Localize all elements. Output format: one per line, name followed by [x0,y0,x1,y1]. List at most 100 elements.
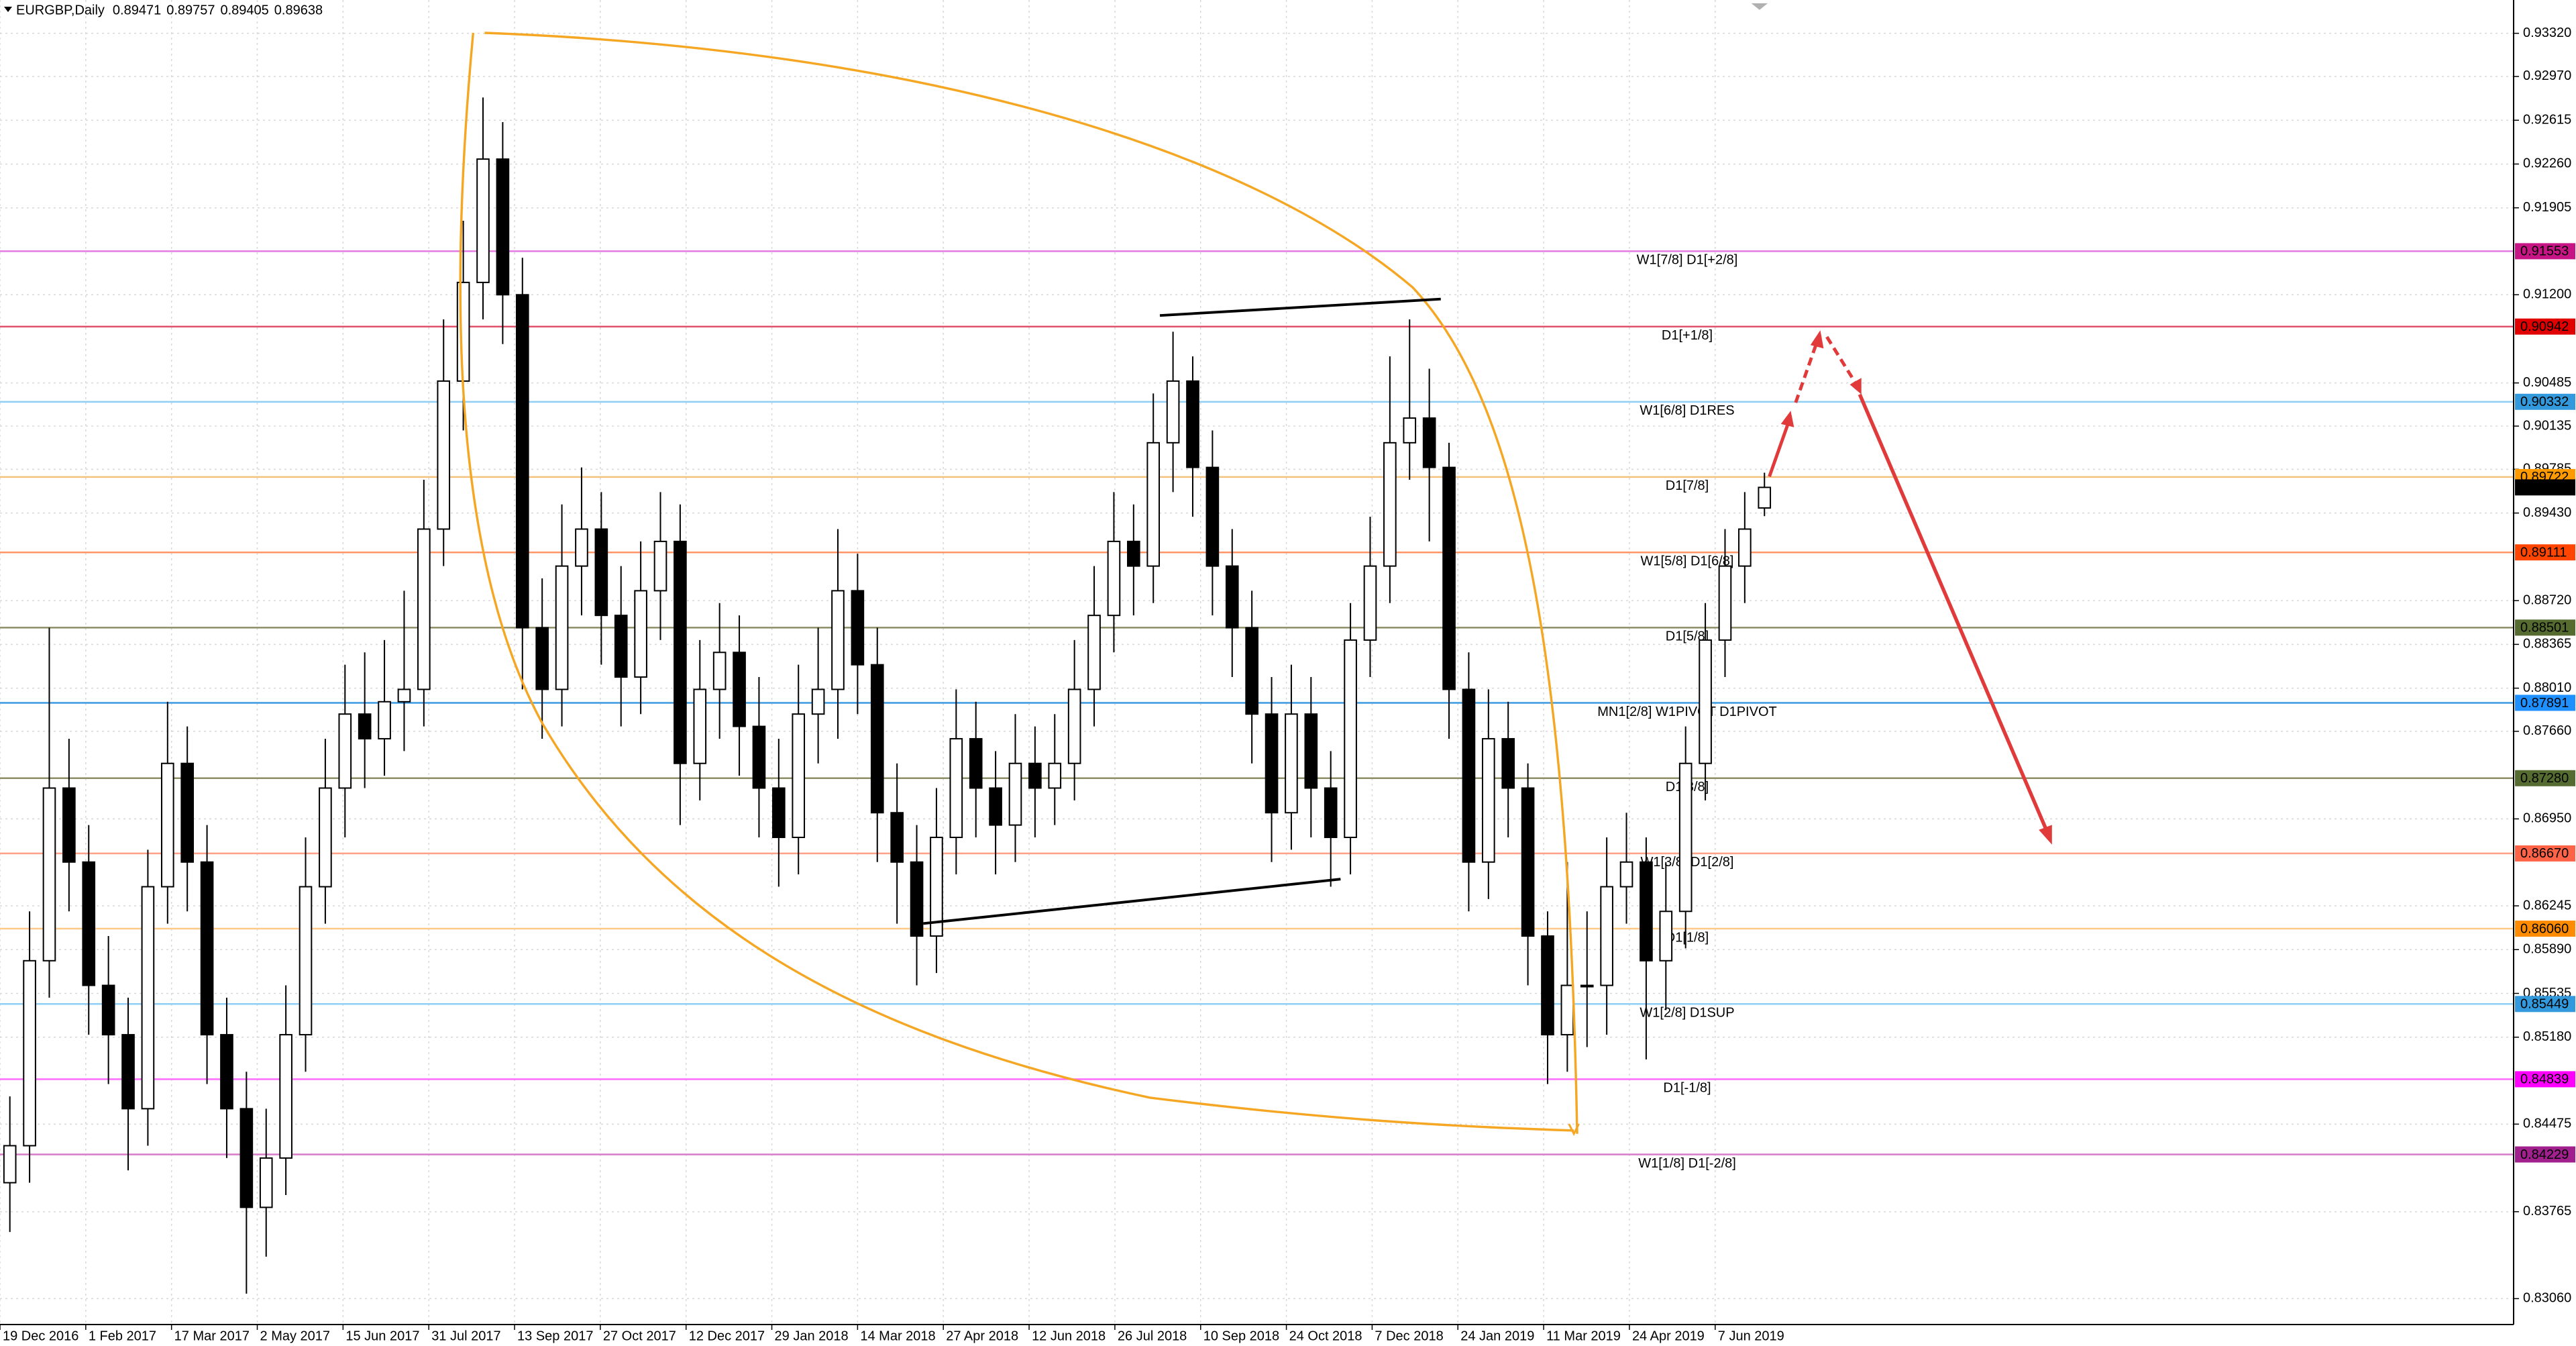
candle-body [1146,442,1161,567]
price-box [2515,393,2575,410]
x-tick-label: 1 Feb 2017 [89,1329,156,1343]
candle-body [1541,935,1554,1036]
arrow-head [1810,330,1824,349]
candle-body [555,565,569,690]
candle-body [890,812,904,863]
candle-body [1245,627,1258,715]
level-label: D1[5/8] [1666,629,1709,644]
ohlc-value: 0.89471 [113,3,161,17]
candle-body [851,590,865,666]
candle-body [1600,886,1613,986]
candle-body [792,713,806,838]
candle-body [634,590,647,678]
candle-body [1186,380,1199,468]
forecast-arrow [1794,341,1819,403]
y-tick-label: 0.92615 [2523,112,2571,127]
candle-body [160,762,174,888]
candle-body [1205,466,1220,567]
candle-body [693,688,707,764]
candle-body [949,737,963,838]
price-box-label: 0.86060 [2520,921,2569,936]
y-tick-label: 0.86950 [2523,811,2571,826]
price-box-label: 0.90332 [2520,395,2569,409]
candle-body [1462,688,1476,863]
y-tick-label: 0.93320 [2523,25,2571,40]
candle-body [378,701,391,739]
x-tick-label: 13 Sep 2017 [517,1329,593,1343]
drawings [459,3,2052,1137]
candle-body [299,886,313,1036]
y-tick-label: 0.87660 [2523,723,2571,738]
x-tick-label: 12 Jun 2018 [1032,1329,1106,1343]
candle-body [969,737,983,789]
candle-body [1383,442,1397,567]
x-tick-label: 24 Apr 2019 [1632,1329,1705,1343]
y-tick-label: 0.85890 [2523,942,2571,957]
price-box [2515,921,2575,937]
candle-body [3,1145,17,1184]
candle-body [1758,486,1772,509]
scroll-marker [1751,3,1768,10]
forecast-arrow [1768,420,1791,478]
symbol-title: EURGBP,Daily [16,3,105,17]
candle-body [1619,861,1633,888]
price-box [2515,243,2575,260]
current-price-box [2515,479,2575,496]
candle-body [870,664,884,814]
candle-body [23,960,36,1147]
price-box-label: 0.87891 [2520,696,2569,711]
x-tick-label: 27 Oct 2017 [603,1329,676,1343]
level-label: W1[1/8] D1[-2/8] [1638,1156,1736,1171]
candle-body [279,1034,292,1159]
y-tick-label: 0.84475 [2523,1117,2571,1131]
candle-body [62,787,76,863]
candle-body [752,725,766,789]
candle-body [180,762,195,863]
candle-body [1363,565,1377,641]
candle-body [1265,713,1279,814]
candle-body [82,861,96,986]
candle-body [319,787,332,888]
arrow-head [2039,825,2052,845]
level-label: D1[7/8] [1666,478,1709,493]
x-tick-label: 2 May 2017 [260,1329,331,1343]
candle-body [1521,787,1535,937]
price-box [2515,996,2575,1013]
y-tick-label: 0.92260 [2523,156,2571,171]
candle-body [1107,540,1121,617]
x-tick-label: 14 Mar 2018 [860,1329,935,1343]
level-label: D1[1/8] [1666,930,1709,945]
candle-body [1344,639,1357,838]
y-tick-label: 0.91200 [2523,287,2571,302]
y-tick-label: 0.91905 [2523,200,2571,215]
x-tick-label: 27 Apr 2018 [946,1329,1018,1343]
candle-body [417,528,431,690]
candle-body [930,836,943,937]
arrow-head [1849,378,1862,395]
price-box-label: 0.84839 [2520,1072,2569,1087]
price-box-label: 0.90942 [2520,319,2569,334]
price-box [2515,770,2575,786]
candle-body [338,713,352,789]
candle-body [358,713,372,739]
price-box-label: 0.91553 [2520,244,2569,259]
candle-body [575,528,588,567]
price-box-label: 0.88501 [2520,621,2569,635]
candle-body [437,380,451,530]
candle-body [1501,737,1515,789]
candle-body [121,1034,135,1110]
candle-body [1087,615,1101,690]
y-tick-label: 0.86245 [2523,898,2571,913]
level-label: MN1[2/8] W1PIVOT D1PIVOT [1597,705,1776,719]
candle-body [1481,737,1495,863]
price-box [2515,619,2575,636]
candle-body [653,540,667,592]
forecast-arrow [1825,335,1858,386]
candle-body [1580,984,1594,988]
candle-body [1166,380,1180,444]
x-tick-label: 24 Oct 2018 [1289,1329,1362,1343]
x-tick-label: 7 Jun 2019 [1718,1329,1784,1343]
